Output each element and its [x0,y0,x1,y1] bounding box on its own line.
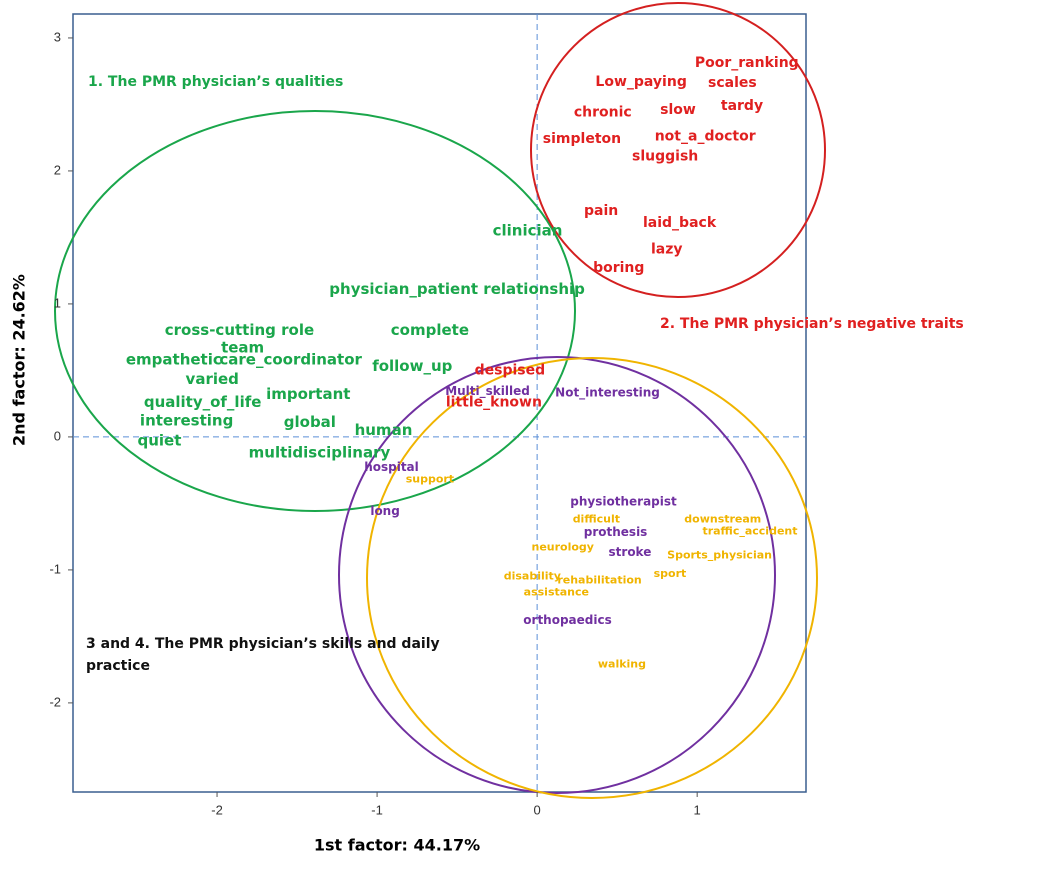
word-point: quiet [137,431,181,449]
y-tick-label: 3 [54,29,61,44]
annotation: 3 and 4. The PMR physician’s skills and … [86,636,440,674]
word-point: physiotherapist [570,495,677,509]
word-point: assistance [524,586,589,599]
word-point: empathetic [126,350,222,368]
word-point: important [266,385,350,403]
word-point: physician_patient relationship [329,280,585,298]
word-point: Low_paying [595,74,686,90]
word-point: care_coordinator [219,350,362,368]
y-axis-label: 2nd factor: 24.62% [10,274,29,446]
cluster-ellipse [54,110,576,512]
x-axis-label: 1st factor: 44.17% [314,836,480,855]
annotation: 2. The PMR physician’s negative traits [660,316,964,332]
word-point: tardy [721,98,763,114]
word-point: not_a_doctor [655,128,756,144]
word-point: prothesis [584,525,648,539]
word-point: laid_back [643,215,717,231]
word-point: simpleton [543,131,621,147]
word-point: chronic [574,104,632,120]
word-point: despised [475,362,546,378]
word-point: clinician [493,221,563,239]
cluster-circle [338,356,776,794]
y-tick-label: 2 [54,162,61,177]
word-point: Multi_skilled [445,384,530,399]
word-point: orthopaedics [523,613,611,627]
word-point: long [370,504,400,518]
word-point: traffic_accident [702,524,797,537]
word-point: quality_of_life [144,393,262,411]
word-point: pain [584,203,618,219]
annotation-box: 3 and 4. The PMR physician’s skills and … [86,636,440,674]
word-point: disability [504,570,561,583]
annotation: 1. The PMR physician’s qualities [88,74,343,90]
y-tick-label: 1 [54,295,61,310]
word-point: rehabilitation [557,574,641,587]
x-tick-label: 0 [534,802,541,817]
word-point: stroke [609,545,652,559]
word-point: cross-cutting role [165,321,314,339]
word-point: difficult [573,512,620,525]
word-point: follow_up [372,357,452,375]
cluster-circle [366,357,818,799]
word-point: interesting [140,411,233,429]
word-point: multidisciplinary [249,443,391,461]
word-point: hospital [364,460,419,474]
word-point: Sports_physician [667,548,772,561]
x-tick-label: 1 [694,802,701,817]
y-tick-label: 0 [54,428,61,443]
word-point: team [221,338,264,356]
word-point: varied [186,370,239,388]
word-point: sport [654,567,687,580]
word-point: human [355,421,413,439]
plot-frame [72,13,807,793]
y-tick-label: -1 [49,561,61,576]
x-tick-label: -1 [371,802,383,817]
word-point: little_known [446,394,542,410]
word-point: downstream [684,512,761,525]
word-point: support [406,472,454,485]
y-tick-label: -2 [49,694,61,709]
word-point: global [284,413,336,431]
word-point: walking [598,657,646,670]
word-point: Not_interesting [555,386,660,401]
word-point: slow [660,102,696,118]
x-tick-label: -2 [211,802,223,817]
lines-layer [73,14,806,792]
word-point: scales [708,75,757,91]
word-point: boring [593,260,644,276]
word-point: lazy [651,241,683,257]
word-point: complete [391,321,469,339]
word-point: Poor_ranking [695,55,799,71]
cluster-circle [530,2,826,298]
word-point: neurology [531,540,593,553]
word-point: sluggish [632,148,698,164]
